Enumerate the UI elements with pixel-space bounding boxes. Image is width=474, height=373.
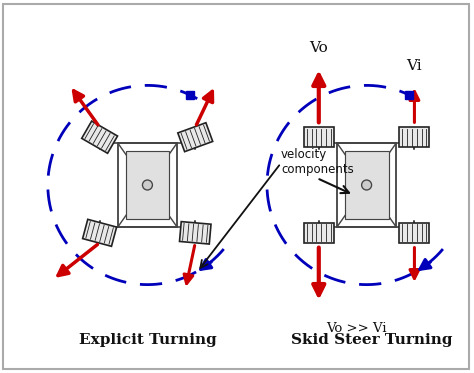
Text: Vo: Vo xyxy=(310,41,328,56)
Polygon shape xyxy=(400,223,429,243)
Polygon shape xyxy=(400,127,429,147)
Polygon shape xyxy=(180,222,211,244)
Polygon shape xyxy=(304,127,334,147)
Polygon shape xyxy=(345,151,389,219)
Text: Explicit Turning: Explicit Turning xyxy=(79,333,216,347)
Polygon shape xyxy=(126,151,169,219)
Polygon shape xyxy=(304,223,334,243)
Text: Vi: Vi xyxy=(407,59,422,73)
Polygon shape xyxy=(178,123,213,152)
Text: Vo >> Vi: Vo >> Vi xyxy=(327,322,387,335)
Circle shape xyxy=(362,180,372,190)
Polygon shape xyxy=(82,219,117,246)
Polygon shape xyxy=(82,121,118,153)
Text: Skid Steer Turning: Skid Steer Turning xyxy=(291,333,452,347)
Text: velocity
components: velocity components xyxy=(281,148,354,176)
Circle shape xyxy=(143,180,153,190)
